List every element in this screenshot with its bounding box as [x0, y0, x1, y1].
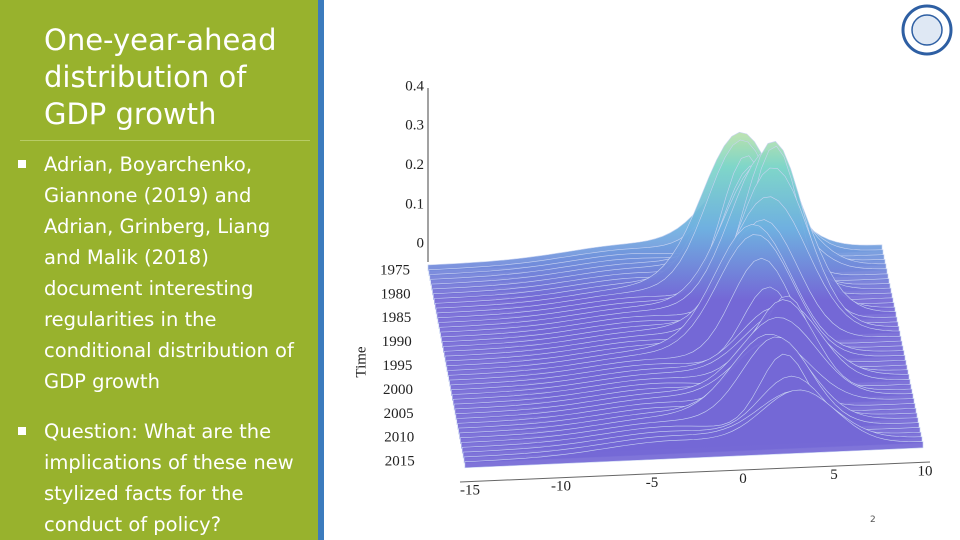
logo: [901, 4, 953, 56]
time-tick-label: 1980: [381, 286, 411, 302]
z-tick-label: 0.4: [405, 78, 424, 94]
accent-bar: [318, 0, 324, 540]
time-tick-label: 1995: [382, 358, 412, 374]
bullet: Adrian, Boyarchenko, Giannone (2019) and…: [18, 149, 299, 397]
x-tick-label: 5: [830, 467, 838, 483]
time-tick-label: 2005: [384, 406, 414, 422]
x-tick-label: 10: [918, 463, 933, 479]
surface: [427, 131, 924, 469]
ridge: [464, 389, 924, 469]
time-tick-label: 1975: [380, 262, 410, 278]
time-axis-label: Time: [353, 346, 369, 377]
time-tick-label: 1985: [381, 310, 411, 326]
z-tick-label: 0.1: [405, 196, 424, 212]
page-number: 2: [870, 515, 876, 525]
z-tick-label: 0.3: [405, 118, 424, 134]
separator: [20, 140, 310, 141]
x-tick-label: -5: [646, 475, 659, 491]
x-axis: [459, 461, 931, 483]
bullet: Question: What are the implications of t…: [18, 416, 299, 540]
slide-title: One-year-ahead distribution of GDP growt…: [44, 23, 277, 131]
z-tick-label: 0: [417, 236, 425, 252]
z-tick-label: 0.2: [405, 157, 424, 173]
time-tick-label: 2000: [383, 382, 413, 398]
time-tick-label: 2015: [385, 454, 415, 470]
x-tick-label: -10: [551, 479, 571, 495]
x-tick-label: 0: [739, 471, 747, 487]
x-tick-label: -15: [460, 482, 480, 498]
time-tick-label: 1990: [382, 334, 412, 350]
time-tick-label: 2010: [384, 430, 414, 446]
side-panel: One-year-ahead distribution of GDP growt…: [0, 0, 318, 540]
